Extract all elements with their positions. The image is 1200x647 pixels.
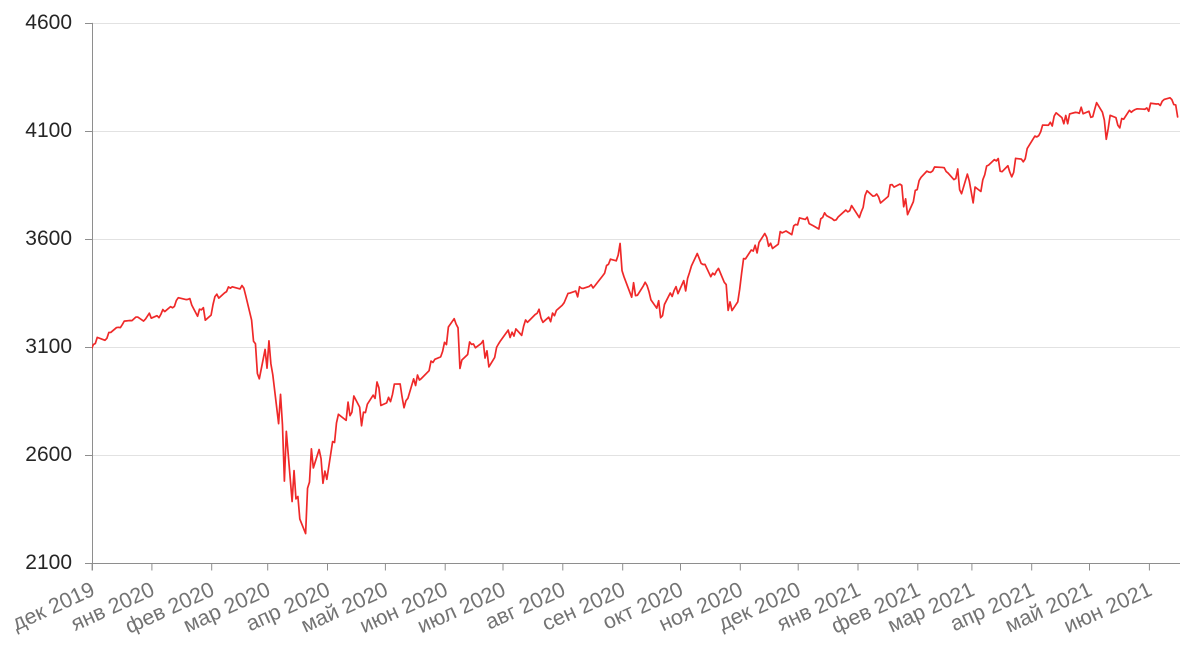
svg-text:4600: 4600 [25,11,72,34]
svg-text:2100: 2100 [25,551,72,574]
svg-text:2600: 2600 [25,443,72,466]
svg-text:3600: 3600 [25,227,72,250]
svg-text:3100: 3100 [25,335,72,358]
svg-text:4100: 4100 [25,119,72,142]
